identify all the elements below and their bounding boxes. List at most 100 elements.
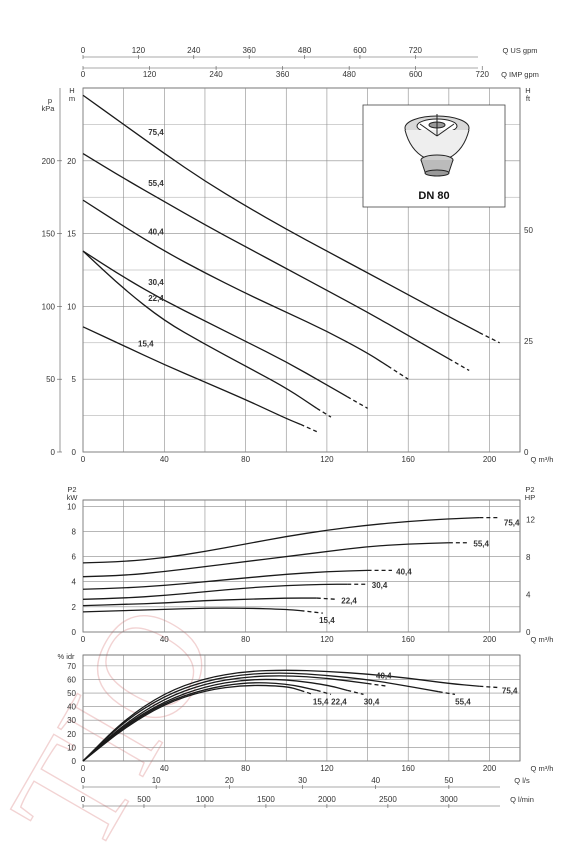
series-label: 55,4 (473, 540, 489, 549)
x-tick-label: 0 (81, 635, 86, 644)
top-tick-label: 120 (132, 46, 146, 55)
series-extension-75-4 (479, 332, 500, 344)
left-axis-unit: kW (67, 493, 79, 502)
series-line-75-4 (82, 94, 480, 334)
bottom-tick-label: 0 (81, 776, 86, 785)
left-tick-label: 10 (67, 502, 76, 511)
top-tick-label: 600 (353, 46, 367, 55)
left-tick-label-m: 10 (67, 302, 76, 311)
series-label: 15,4 (138, 339, 154, 348)
left-tick-label-m: 20 (67, 157, 76, 166)
x-tick-label: 40 (160, 635, 169, 644)
bottom-axis-label: Q l/s (514, 776, 530, 785)
x-tick-label: 200 (483, 764, 497, 773)
x-tick-label: 160 (402, 635, 416, 644)
left-tick-label-m: 0 (72, 448, 77, 457)
bottom-tick-label: 50 (444, 776, 453, 785)
chart-panel-1: 0 40 80 120 160 200 Q m³/h05010015020005101520… (42, 46, 554, 464)
left-tick-label: 50 (67, 689, 76, 698)
series-extension-40-4 (367, 682, 388, 687)
series-label: 22,4 (148, 294, 164, 303)
series-label: 30,4 (372, 581, 388, 590)
series-line-75-4 (82, 669, 480, 762)
chart-panel-2: 0 40 80 120 160 200 Q m³/h0246810P2kW04812P2HP… (67, 485, 554, 644)
bottom-tick-label: 2000 (318, 795, 336, 804)
top-tick-label: 480 (298, 46, 312, 55)
series-line-40-4 (82, 199, 389, 367)
x-tick-label: 0 (81, 764, 86, 773)
left-axis-label: % idr (57, 652, 75, 661)
right-tick-label-ft: 0 (524, 448, 529, 457)
top-tick-label: 360 (276, 70, 290, 79)
series-line-55-4 (82, 152, 450, 360)
x-tick-label: 160 (402, 455, 416, 464)
x-tick-label: 80 (241, 635, 250, 644)
series-extension-22-4 (316, 407, 332, 418)
x-axis-label: Q m³/h (531, 455, 554, 464)
x-tick-label: 200 (483, 455, 497, 464)
series-extension-55-4 (448, 358, 470, 372)
top-axis-label: Q US gpm (502, 46, 537, 55)
series-extension-30-4 (347, 689, 364, 696)
series-label: 75,4 (148, 128, 164, 137)
series-label: 55,4 (455, 697, 471, 706)
left-tick-label: 6 (72, 553, 77, 562)
series-label: 75,4 (502, 687, 518, 696)
top-tick-label: 360 (242, 46, 256, 55)
series-label: 22,4 (331, 697, 347, 706)
series-label: 30,4 (364, 697, 380, 706)
left-tick-label: 2 (72, 603, 77, 612)
left-tick-label: 8 (72, 527, 77, 536)
series-extension-55-4 (438, 691, 456, 696)
left-axis-label: P2 (67, 485, 76, 494)
left-tick-label-kpa: 150 (42, 230, 56, 239)
series-extension-15-4 (300, 689, 313, 696)
top-tick-label: 0 (81, 46, 86, 55)
left-axis-label-p: p (48, 96, 52, 105)
series-line-40-4 (82, 569, 368, 590)
product-image-box: DN 80 (362, 104, 506, 208)
top-axis-label: Q IMP gpm (501, 70, 539, 79)
series-label: 15,4 (313, 697, 329, 706)
series-line-15-4 (82, 684, 301, 762)
series-extension-15-4 (300, 609, 323, 614)
left-tick-label: 20 (67, 730, 76, 739)
left-tick-label: 4 (72, 578, 77, 587)
series-extension-75-4 (479, 685, 500, 689)
left-tick-label: 40 (67, 703, 76, 712)
series-line-22-4 (82, 597, 317, 607)
left-tick-label: 10 (67, 743, 76, 752)
series-line-55-4 (82, 542, 449, 578)
bottom-tick-label: 10 (152, 776, 161, 785)
series-line-55-4 (82, 672, 439, 762)
bottom-tick-label: 500 (137, 795, 151, 804)
left-axis-label-h: H (69, 86, 74, 95)
x-tick-label: 0 (81, 455, 86, 464)
product-flange-label: DN 80 (418, 190, 449, 202)
right-tick-label-ft: 50 (524, 226, 533, 235)
left-tick-label-kpa: 50 (46, 375, 55, 384)
left-tick-label: 0 (72, 628, 77, 637)
top-tick-label: 120 (143, 70, 157, 79)
left-tick-label: 0 (72, 757, 77, 766)
bottom-tick-label: 3000 (440, 795, 458, 804)
top-tick-label: 600 (409, 70, 423, 79)
left-tick-label: 60 (67, 675, 76, 684)
top-tick-label: 720 (476, 70, 490, 79)
chart-panels: 0 40 80 120 160 200 Q m³/h05010015020005101520… (42, 46, 554, 808)
x-tick-label: 200 (483, 635, 497, 644)
left-tick-label-kpa: 200 (42, 157, 56, 166)
series-extension-22-4 (316, 689, 332, 696)
left-tick-label-kpa: 100 (42, 302, 56, 311)
bottom-tick-label: 2500 (379, 795, 397, 804)
series-extension-15-4 (300, 423, 318, 433)
series-line-30-4 (82, 583, 348, 600)
x-tick-label: 80 (241, 764, 250, 773)
bottom-tick-label: 1500 (257, 795, 275, 804)
series-line-22-4 (82, 250, 318, 409)
series-line-15-4 (82, 607, 301, 613)
series-label: 55,4 (148, 179, 164, 188)
x-tick-label: 120 (320, 764, 334, 773)
top-tick-label: 240 (209, 70, 223, 79)
